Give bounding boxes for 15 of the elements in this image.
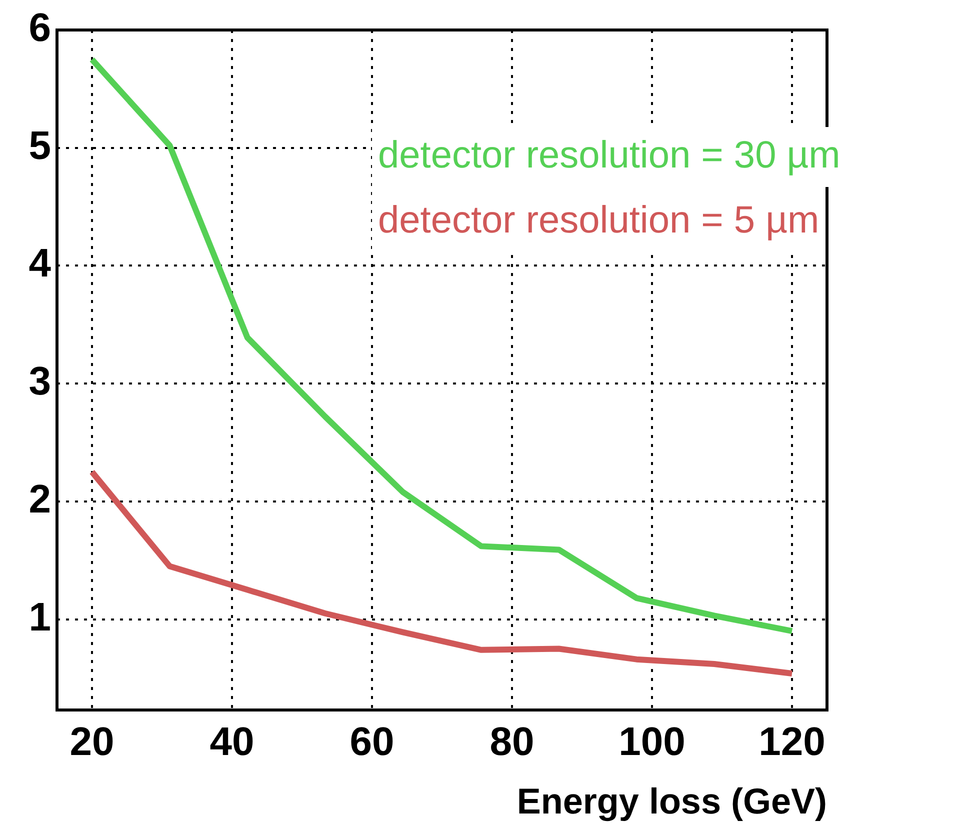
y-tick-label: 3 [28, 360, 51, 404]
y-tick-label: 5 [28, 124, 51, 168]
y-tick-label: 6 [28, 6, 51, 50]
y-tick-label: 1 [28, 595, 51, 640]
x-tick-label: 80 [490, 720, 534, 764]
x-axis-title: Energy loss (GeV) [516, 780, 827, 822]
x-tick-label: 20 [70, 720, 114, 764]
x-tick-label: 100 [618, 720, 686, 764]
text: detector resolution = 5 µm [378, 199, 820, 242]
x-tick-label: 60 [350, 720, 394, 764]
y-tick-label: 2 [28, 477, 51, 522]
y-tick-label: 4 [28, 242, 52, 286]
x-tick-label: 120 [758, 720, 826, 764]
text: detector resolution = 30 µm [378, 134, 840, 176]
x-tick-label: 40 [210, 720, 254, 764]
